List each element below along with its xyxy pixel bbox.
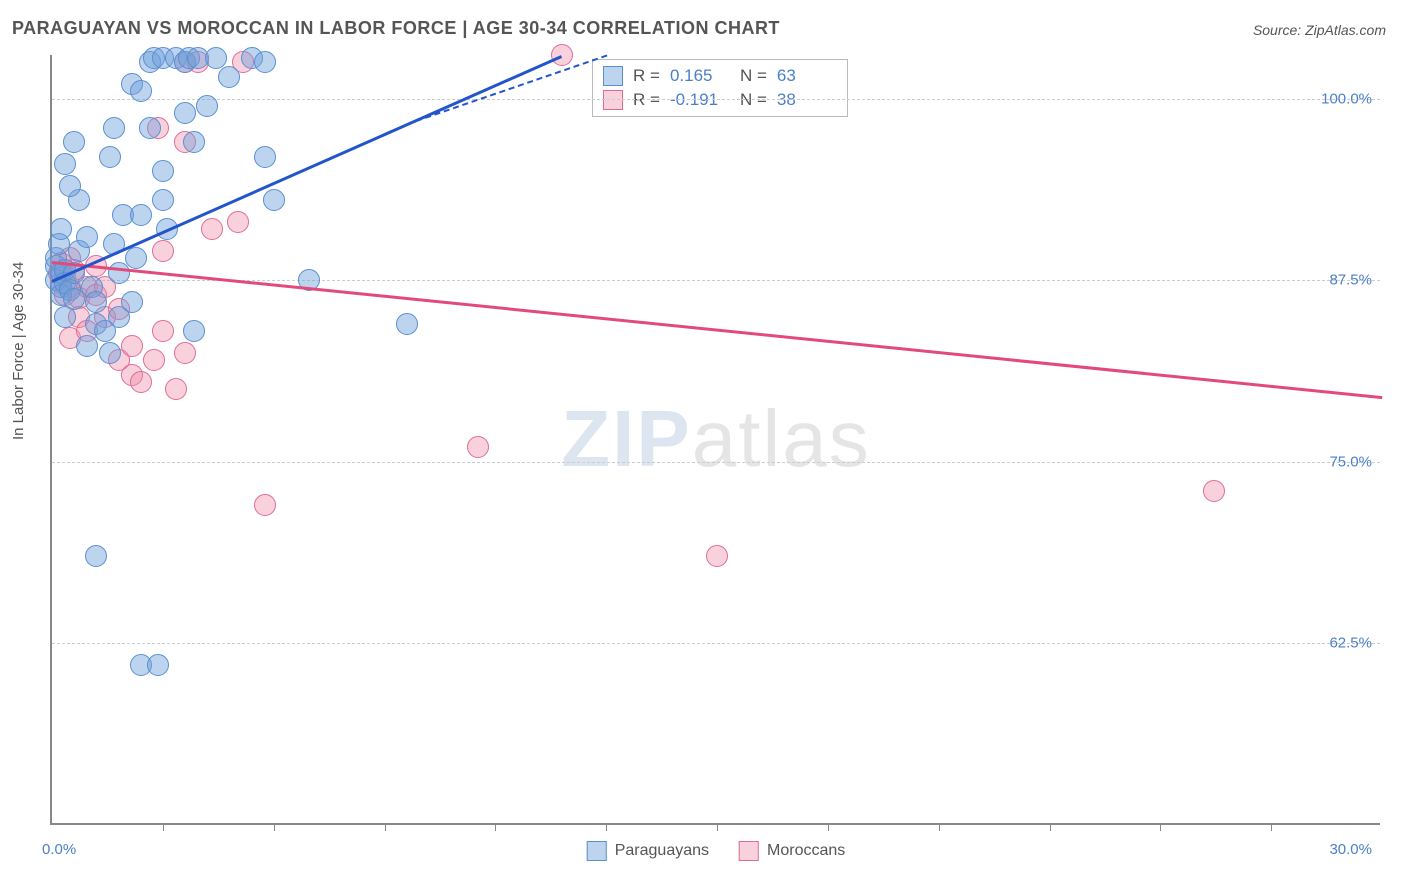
point-moroccans <box>227 211 249 233</box>
point-moroccans <box>467 436 489 458</box>
gridline <box>52 99 1380 100</box>
x-tick <box>606 823 607 831</box>
point-paraguayans <box>218 66 240 88</box>
x-tick <box>1160 823 1161 831</box>
point-moroccans <box>201 218 223 240</box>
stats-row-moroccans: R = -0.191 N = 38 <box>603 88 837 112</box>
y-tick-label: 87.5% <box>1329 272 1372 289</box>
stat-n-label: N = <box>740 66 767 86</box>
watermark-zip: ZIP <box>561 394 691 483</box>
point-paraguayans <box>99 146 121 168</box>
point-moroccans <box>130 371 152 393</box>
point-paraguayans <box>130 80 152 102</box>
point-paraguayans <box>85 291 107 313</box>
point-paraguayans <box>196 95 218 117</box>
point-paraguayans <box>254 146 276 168</box>
stat-r-paraguayans: 0.165 <box>670 66 730 86</box>
x-tick <box>495 823 496 831</box>
x-tick <box>717 823 718 831</box>
point-paraguayans <box>147 654 169 676</box>
y-tick-label: 75.0% <box>1329 453 1372 470</box>
x-tick <box>274 823 275 831</box>
point-paraguayans <box>125 247 147 269</box>
y-tick-label: 62.5% <box>1329 635 1372 652</box>
point-paraguayans <box>130 204 152 226</box>
watermark: ZIPatlas <box>561 393 870 485</box>
point-paraguayans <box>121 291 143 313</box>
point-paraguayans <box>108 262 130 284</box>
stat-r-label: R = <box>633 66 660 86</box>
legend-item-moroccans: Moroccans <box>739 841 845 861</box>
point-paraguayans <box>152 160 174 182</box>
point-paraguayans <box>183 131 205 153</box>
stats-box: R = 0.165 N = 63 R = -0.191 N = 38 <box>592 59 848 117</box>
point-moroccans <box>254 494 276 516</box>
point-paraguayans <box>50 218 72 240</box>
chart-title: PARAGUAYAN VS MOROCCAN IN LABOR FORCE | … <box>12 18 780 39</box>
legend-label: Paraguayans <box>615 842 709 860</box>
trendline-paraguayans-dashed <box>415 55 606 122</box>
point-paraguayans <box>396 313 418 335</box>
point-moroccans <box>551 44 573 66</box>
stat-r-label: R = <box>633 90 660 110</box>
x-tick <box>939 823 940 831</box>
gridline <box>52 643 1380 644</box>
point-moroccans <box>152 240 174 262</box>
point-moroccans <box>165 378 187 400</box>
stat-r-moroccans: -0.191 <box>670 90 730 110</box>
x-tick <box>385 823 386 831</box>
stat-n-label: N = <box>740 90 767 110</box>
point-moroccans <box>152 320 174 342</box>
swatch-moroccans <box>603 90 623 110</box>
point-paraguayans <box>99 342 121 364</box>
swatch-paraguayans <box>587 841 607 861</box>
point-paraguayans <box>85 545 107 567</box>
point-paraguayans <box>54 153 76 175</box>
point-moroccans <box>121 335 143 357</box>
point-paraguayans <box>59 175 81 197</box>
legend: Paraguayans Moroccans <box>587 841 846 861</box>
watermark-atlas: atlas <box>692 394 871 483</box>
x-tick <box>1050 823 1051 831</box>
trendline-moroccans <box>52 261 1382 399</box>
point-paraguayans <box>205 47 227 69</box>
point-paraguayans <box>103 117 125 139</box>
point-paraguayans <box>174 102 196 124</box>
point-paraguayans <box>76 335 98 357</box>
stat-n-paraguayans: 63 <box>777 66 837 86</box>
x-tick <box>1271 823 1272 831</box>
source-label: Source: ZipAtlas.com <box>1253 22 1386 38</box>
point-moroccans <box>706 545 728 567</box>
x-axis-max-label: 30.0% <box>1329 841 1372 858</box>
point-paraguayans <box>263 189 285 211</box>
swatch-paraguayans <box>603 66 623 86</box>
point-paraguayans <box>152 189 174 211</box>
gridline <box>52 462 1380 463</box>
point-moroccans <box>174 342 196 364</box>
plot-area: ZIPatlas R = 0.165 N = 63 R = -0.191 N =… <box>50 55 1380 825</box>
y-axis-label: In Labor Force | Age 30-34 <box>10 262 27 440</box>
x-tick <box>163 823 164 831</box>
point-paraguayans <box>254 51 276 73</box>
stat-n-moroccans: 38 <box>777 90 837 110</box>
legend-label: Moroccans <box>767 842 845 860</box>
point-paraguayans <box>76 226 98 248</box>
y-tick-label: 100.0% <box>1321 90 1372 107</box>
x-axis-min-label: 0.0% <box>42 841 76 858</box>
legend-item-paraguayans: Paraguayans <box>587 841 709 861</box>
point-moroccans <box>1203 480 1225 502</box>
point-paraguayans <box>139 117 161 139</box>
point-moroccans <box>143 349 165 371</box>
swatch-moroccans <box>739 841 759 861</box>
x-tick <box>828 823 829 831</box>
point-paraguayans <box>63 131 85 153</box>
point-paraguayans <box>183 320 205 342</box>
correlation-chart: PARAGUAYAN VS MOROCCAN IN LABOR FORCE | … <box>0 0 1406 892</box>
stats-row-paraguayans: R = 0.165 N = 63 <box>603 64 837 88</box>
